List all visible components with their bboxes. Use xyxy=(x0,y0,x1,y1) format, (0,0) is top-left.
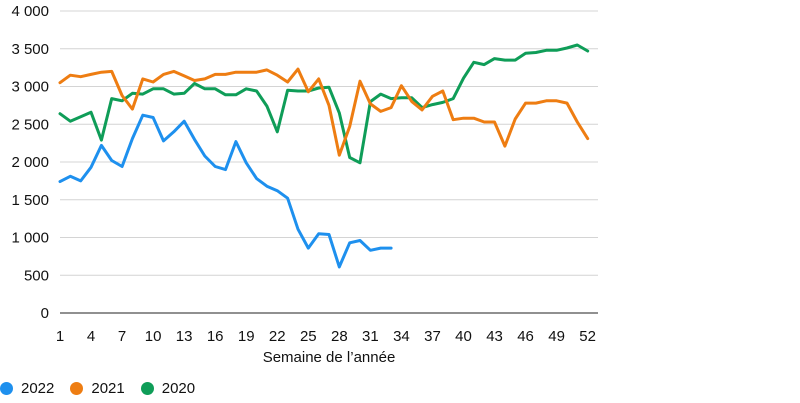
x-tick-label: 49 xyxy=(548,328,565,345)
y-tick-label: 1 500 xyxy=(11,192,49,209)
x-tick-label: 1 xyxy=(56,328,64,345)
y-tick-label: 1 000 xyxy=(11,230,49,247)
series-lines xyxy=(58,43,590,269)
legend-marker xyxy=(0,382,13,395)
y-axis-tick-labels: 0 500 1 000 1 500 2 000 2 500 3 000 3 500 4 000 xyxy=(11,3,49,322)
legend: 2022 2021 2020 xyxy=(0,380,211,397)
x-axis-tick-labels: 1 4 7 10 13 16 19 22 25 28 31 34 37 40 43 46 49 52 xyxy=(56,328,596,345)
x-tick-label: 19 xyxy=(238,328,255,345)
y-tick-label: 500 xyxy=(24,267,49,284)
x-tick-label: 46 xyxy=(517,328,534,345)
series-line-2020 xyxy=(58,43,590,165)
x-tick-label: 22 xyxy=(269,328,286,345)
legend-marker xyxy=(70,382,84,395)
y-tick-label: 2 500 xyxy=(11,116,49,133)
x-axis-title: Semaine de l’année xyxy=(263,349,396,366)
x-tick-label: 52 xyxy=(579,328,596,345)
x-tick-label: 31 xyxy=(362,328,379,345)
x-tick-label: 7 xyxy=(118,328,126,345)
x-tick-label: 10 xyxy=(145,328,162,345)
x-tick-label: 13 xyxy=(176,328,193,345)
series-line-2022 xyxy=(58,113,393,269)
legend-item-2022: 2022 xyxy=(0,380,54,397)
y-tick-label: 4 000 xyxy=(11,3,49,20)
x-tick-label: 16 xyxy=(207,328,224,345)
legend-label: 2022 xyxy=(21,380,55,397)
x-tick-label: 40 xyxy=(455,328,472,345)
legend-marker xyxy=(140,382,154,395)
legend-label: 2021 xyxy=(91,380,125,397)
x-tick-label: 28 xyxy=(331,328,348,345)
y-tick-label: 0 xyxy=(41,305,49,322)
y-tick-label: 3 000 xyxy=(11,79,49,96)
x-tick-label: 37 xyxy=(424,328,441,345)
x-tick-label: 43 xyxy=(486,328,503,345)
legend-item-2021: 2021 xyxy=(70,380,125,397)
x-tick-label: 34 xyxy=(393,328,410,345)
x-tick-label: 4 xyxy=(87,328,95,345)
legend-label: 2020 xyxy=(161,380,196,397)
x-tick-label: 25 xyxy=(300,328,317,345)
series-line-2021 xyxy=(58,67,590,157)
y-tick-label: 3 500 xyxy=(11,41,49,58)
y-tick-label: 2 000 xyxy=(11,154,49,171)
legend-item-2020: 2020 xyxy=(140,380,196,397)
